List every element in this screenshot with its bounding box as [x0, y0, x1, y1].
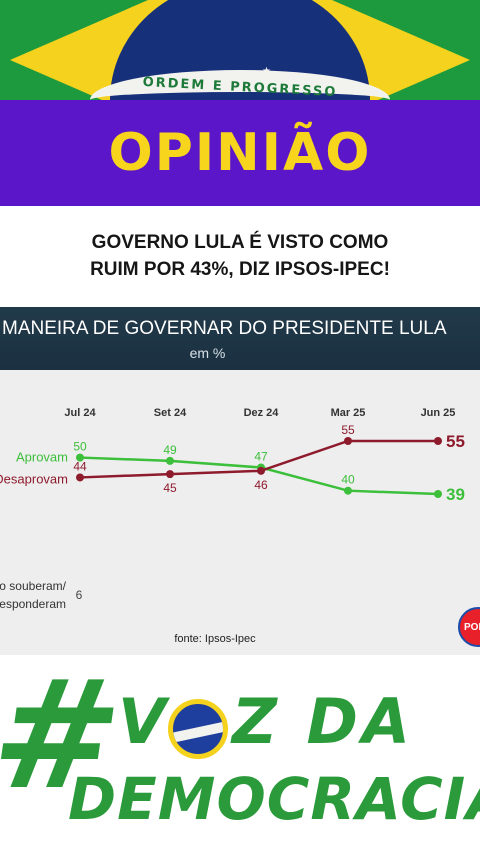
- headline-line-2: RUIM POR 43%, DIZ IPSOS-IPEC!: [90, 259, 390, 280]
- x-tick-label: Jul 24: [64, 407, 96, 419]
- x-tick-label: Jun 25: [421, 407, 456, 419]
- data-point: [76, 473, 84, 482]
- data-point: [434, 437, 442, 445]
- brand-z-da: Z DA: [231, 685, 414, 758]
- data-point: [257, 466, 265, 475]
- series-label-desaprovam: Desaprovam: [0, 471, 68, 486]
- headline-line-1: GOVERNO LULA É VISTO COMO: [91, 232, 389, 253]
- data-label: 44: [73, 459, 87, 473]
- data-label: 55: [341, 423, 355, 437]
- data-point: [76, 453, 84, 462]
- star-icon: ★: [262, 66, 271, 77]
- data-label: 45: [163, 481, 177, 495]
- data-point: [166, 470, 174, 479]
- brand-word-democracia: DEMOCRACIA: [68, 765, 480, 833]
- data-label: 46: [254, 478, 268, 492]
- data-point: [344, 437, 352, 445]
- extra-series-value: 6: [76, 588, 83, 602]
- end-value-label: 55: [446, 432, 465, 451]
- extra-series-label-2: responderam: [0, 597, 66, 611]
- x-tick-label: Dez 24: [244, 407, 280, 419]
- data-point: [434, 490, 442, 498]
- chart-title: MANEIRA DE GOVERNAR DO PRESIDENTE LULA: [2, 318, 447, 339]
- chart-header: MANEIRA DE GOVERNAR DO PRESIDENTE LULA e…: [0, 307, 480, 370]
- extra-series-label-1: Não souberam/: [0, 579, 67, 593]
- chart-panel: MANEIRA DE GOVERNAR DO PRESIDENTE LULA e…: [0, 307, 480, 655]
- data-label: 47: [254, 450, 268, 464]
- x-tick-label: Mar 25: [331, 407, 366, 419]
- data-label: 50: [73, 440, 87, 454]
- chart-subtitle: em %: [189, 345, 226, 361]
- flag-band: [90, 70, 390, 100]
- line-chart: Jul 24 Set 24 Dez 24 Mar 25 Jun 25 50 49 47 40 39…: [0, 407, 465, 611]
- chart-source: fonte: Ipsos-Ipec: [174, 633, 256, 645]
- data-label: 49: [163, 443, 177, 457]
- section-title: OPINIÃO: [108, 123, 372, 183]
- section-banner: OPINIÃO: [0, 100, 480, 206]
- brand-v: V: [118, 685, 170, 758]
- data-point: [166, 456, 174, 465]
- x-tick-label: Set 24: [154, 407, 187, 419]
- flag-banner: ORDEM E PROGRESSO ★: [0, 0, 480, 100]
- series-label-aprovam: Aprovam: [16, 450, 68, 465]
- globe-icon: [168, 699, 228, 759]
- data-point: [344, 486, 352, 495]
- headline: GOVERNO LULA É VISTO COMO RUIM POR 43%, …: [0, 206, 480, 306]
- brand-word-voz: V Z DA: [118, 685, 414, 758]
- data-label: 40: [341, 473, 355, 487]
- end-value-label: 39: [446, 485, 465, 504]
